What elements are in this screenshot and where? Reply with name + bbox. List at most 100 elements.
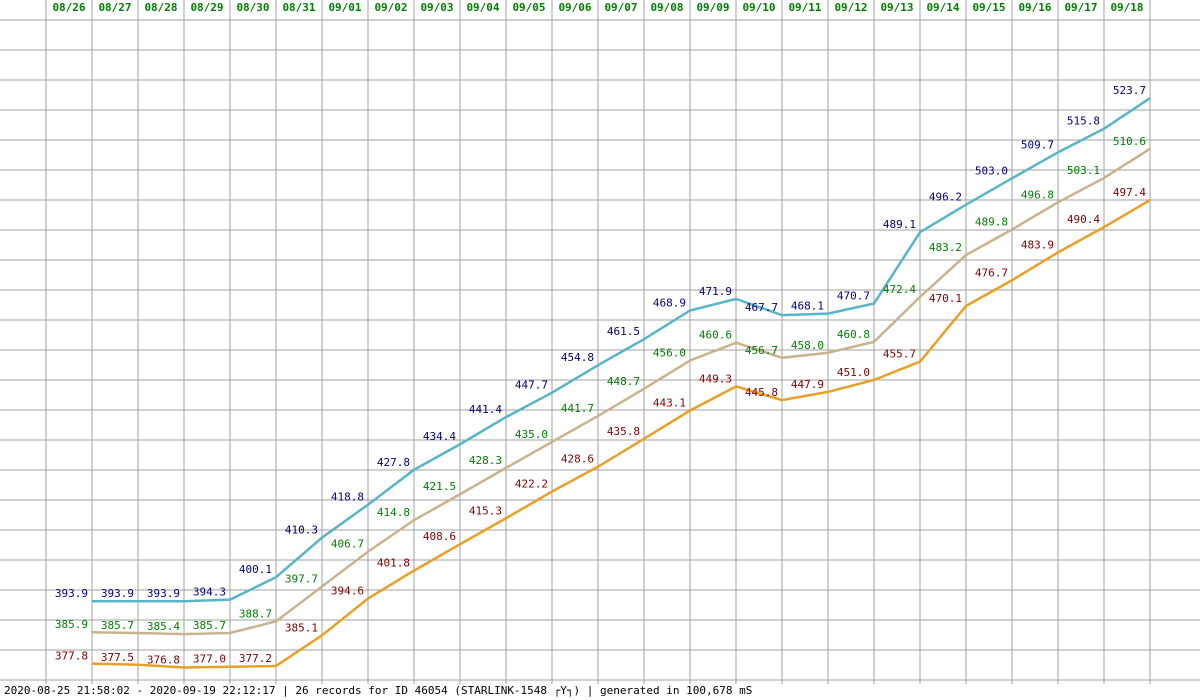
value-label: 397.7 xyxy=(285,573,318,586)
value-label: 460.6 xyxy=(699,329,732,342)
value-label: 447.9 xyxy=(791,378,824,391)
value-label: 458.0 xyxy=(791,339,824,352)
value-label: 451.0 xyxy=(837,366,870,379)
value-label: 385.1 xyxy=(285,621,318,634)
value-label: 393.9 xyxy=(55,587,88,600)
series-line xyxy=(92,97,1151,603)
value-label: 377.5 xyxy=(101,651,134,664)
x-tick-label: 09/17 xyxy=(1064,1,1097,14)
value-label: 408.6 xyxy=(423,530,456,543)
x-tick-label: 09/13 xyxy=(880,1,913,14)
value-label: 428.3 xyxy=(469,454,502,467)
value-label: 496.2 xyxy=(929,191,962,204)
value-label: 388.7 xyxy=(239,607,272,620)
value-label: 385.9 xyxy=(55,618,88,631)
x-tick-label: 09/16 xyxy=(1018,1,1051,14)
value-label: 427.8 xyxy=(377,456,410,469)
x-tick-label: 08/31 xyxy=(282,1,315,14)
value-label: 385.7 xyxy=(101,619,134,632)
value-label: 476.7 xyxy=(975,266,1008,279)
value-label: 472.4 xyxy=(883,283,916,296)
value-label: 377.2 xyxy=(239,652,272,665)
x-tick-label: 08/29 xyxy=(190,1,223,14)
value-label: 471.9 xyxy=(699,285,732,298)
value-label: 497.4 xyxy=(1113,186,1146,199)
value-label: 447.7 xyxy=(515,379,548,392)
value-label: 483.9 xyxy=(1021,238,1054,251)
value-label: 435.0 xyxy=(515,428,548,441)
value-label: 393.9 xyxy=(101,587,134,600)
value-label: 454.8 xyxy=(561,351,594,364)
value-label: 394.3 xyxy=(193,586,226,599)
value-label: 385.7 xyxy=(193,619,226,632)
value-label: 449.3 xyxy=(699,372,732,385)
x-tick-label: 08/30 xyxy=(236,1,269,14)
x-tick-label: 09/10 xyxy=(742,1,775,14)
value-label: 509.7 xyxy=(1021,138,1054,151)
x-tick-label: 09/09 xyxy=(696,1,729,14)
value-label: 435.8 xyxy=(607,425,640,438)
value-label: 456.0 xyxy=(653,347,686,360)
value-label: 456.7 xyxy=(745,344,778,357)
x-tick-label: 08/28 xyxy=(144,1,177,14)
x-tick-label: 08/26 xyxy=(52,1,85,14)
value-label: 468.1 xyxy=(791,300,824,313)
value-label: 393.9 xyxy=(147,587,180,600)
value-label: 406.7 xyxy=(331,538,364,551)
value-label: 443.1 xyxy=(653,397,686,410)
value-label: 503.0 xyxy=(975,164,1008,177)
value-label: 467.7 xyxy=(745,301,778,314)
x-tick-label: 09/08 xyxy=(650,1,683,14)
value-label: 510.6 xyxy=(1113,135,1146,148)
value-label: 428.6 xyxy=(561,453,594,466)
footer: 2020-08-25 21:58:02 - 2020-09-19 22:12:1… xyxy=(4,684,752,697)
x-tick-label: 09/12 xyxy=(834,1,867,14)
value-label: 385.4 xyxy=(147,620,180,633)
x-tick-label: 09/01 xyxy=(328,1,361,14)
value-label: 470.1 xyxy=(929,292,962,305)
x-tick-label: 09/14 xyxy=(926,1,959,14)
value-label: 460.8 xyxy=(837,328,870,341)
value-label: 489.1 xyxy=(883,218,916,231)
value-label: 441.4 xyxy=(469,403,502,416)
value-label: 441.7 xyxy=(561,402,594,415)
series-line xyxy=(91,147,1151,636)
x-tick-label: 09/18 xyxy=(1110,1,1143,14)
value-label: 496.8 xyxy=(1021,188,1054,201)
value-label: 418.8 xyxy=(331,491,364,504)
value-label: 401.8 xyxy=(377,557,410,570)
value-label: 523.7 xyxy=(1113,84,1146,97)
value-label: 515.8 xyxy=(1067,115,1100,128)
value-label: 468.9 xyxy=(653,297,686,310)
value-label: 483.2 xyxy=(929,241,962,254)
x-tick-label: 09/15 xyxy=(972,1,1005,14)
x-tick-label: 09/11 xyxy=(788,1,821,14)
value-label: 377.0 xyxy=(193,653,226,666)
x-tick-label: 09/06 xyxy=(558,1,591,14)
value-label: 377.8 xyxy=(55,650,88,663)
value-label: 455.7 xyxy=(883,348,916,361)
x-tick-label: 08/27 xyxy=(98,1,131,14)
value-label: 503.1 xyxy=(1067,164,1100,177)
value-label: 376.8 xyxy=(147,654,180,667)
value-label: 415.3 xyxy=(469,504,502,517)
value-label: 394.6 xyxy=(331,585,364,598)
x-tick-label: 09/05 xyxy=(512,1,545,14)
x-tick-label: 09/04 xyxy=(466,1,499,14)
value-label: 470.7 xyxy=(837,290,870,303)
value-label: 421.5 xyxy=(423,480,456,493)
value-label: 489.8 xyxy=(975,215,1008,228)
x-tick-label: 09/07 xyxy=(604,1,637,14)
value-label: 490.4 xyxy=(1067,213,1100,226)
value-label: 400.1 xyxy=(239,563,272,576)
value-label: 461.5 xyxy=(607,325,640,338)
series-line xyxy=(91,198,1151,669)
x-tick-label: 09/03 xyxy=(420,1,453,14)
x-tick-label: 09/02 xyxy=(374,1,407,14)
value-label: 434.4 xyxy=(423,430,456,443)
value-label: 410.3 xyxy=(285,524,318,537)
value-label: 448.7 xyxy=(607,375,640,388)
value-label: 422.2 xyxy=(515,478,548,491)
value-label: 414.8 xyxy=(377,506,410,519)
